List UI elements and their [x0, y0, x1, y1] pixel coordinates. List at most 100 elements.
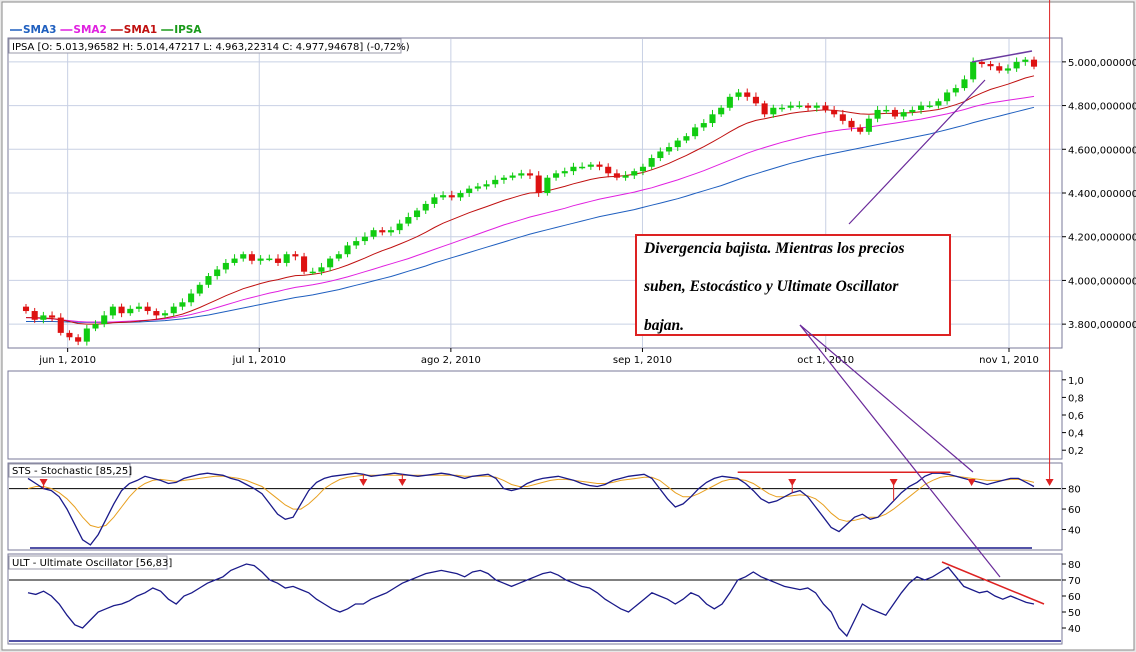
- ultimate-oscillator-panel: 40 50 60 70 80 ULT - Ultimate Oscillator [56…: [7, 553, 1081, 645]
- candle-body: [752, 96, 759, 104]
- candle: [31, 307, 38, 323]
- candle-body: [240, 254, 247, 259]
- y-tick-label: 0,2: [1068, 446, 1084, 457]
- candle: [1013, 57, 1020, 72]
- candle-body: [692, 127, 699, 137]
- annotation-arrows: [799, 79, 1001, 578]
- candle-body: [561, 171, 568, 174]
- candle-body: [622, 175, 629, 178]
- candle-body: [700, 123, 707, 128]
- candle: [309, 267, 316, 275]
- stochastic-plot-area: [7, 462, 1063, 551]
- candle-body: [127, 308, 134, 314]
- candle: [92, 320, 99, 332]
- annotation-line-2: suben, Estocástico y Ultimate Oscillator: [643, 278, 899, 295]
- stochastic-lines: [9, 0, 1061, 549]
- legend-label-sma1: SMA1: [124, 24, 157, 36]
- candle: [214, 266, 221, 280]
- candle: [274, 254, 282, 267]
- candle-body: [909, 109, 916, 113]
- candle-body: [500, 177, 507, 180]
- candle: [500, 175, 507, 184]
- y-tick-label: 60: [1068, 592, 1081, 603]
- candle: [457, 190, 464, 201]
- candle: [839, 109, 846, 125]
- candle: [944, 89, 951, 105]
- candle: [596, 161, 603, 171]
- candle-body: [57, 317, 64, 333]
- candle-body: [431, 197, 438, 204]
- candle-body: [874, 109, 881, 119]
- candle-body: [135, 306, 143, 309]
- candle-body: [327, 258, 334, 268]
- candle: [474, 182, 481, 192]
- candle-body: [770, 107, 777, 115]
- candle-body: [248, 254, 255, 261]
- price-trend-line: [971, 50, 1033, 63]
- candle: [413, 207, 421, 221]
- candle: [961, 75, 968, 91]
- candle: [631, 168, 638, 180]
- candle-body: [387, 230, 395, 233]
- candle: [327, 255, 334, 272]
- candle-body: [22, 306, 30, 312]
- candle: [361, 232, 368, 246]
- candle-body: [118, 306, 125, 314]
- candle-body: [613, 173, 620, 178]
- candle: [639, 163, 647, 176]
- candle: [909, 106, 916, 116]
- price-y-tick-label: 5.000,000000: [1068, 58, 1136, 69]
- candle-body: [153, 311, 160, 316]
- candle: [83, 325, 90, 346]
- candle: [813, 102, 820, 112]
- candle: [796, 101, 803, 109]
- candle-body: [318, 267, 325, 272]
- candle-body: [648, 158, 655, 167]
- candle-body: [353, 241, 360, 246]
- candle-body: [1004, 68, 1011, 71]
- legend-label-sma3: SMA3: [23, 24, 56, 36]
- empty-indicator-panel: 0,2 0,4 0,6 0,8 1,0: [7, 370, 1084, 460]
- candle-body: [509, 175, 516, 178]
- candle: [874, 106, 881, 123]
- annotation-box: [635, 234, 951, 336]
- candle-body: [40, 315, 47, 320]
- y-tick-label: 40: [1068, 526, 1081, 537]
- candle-body: [361, 236, 368, 242]
- candle: [952, 84, 959, 97]
- candle-body: [283, 254, 290, 263]
- candle: [900, 109, 907, 120]
- candle: [440, 191, 447, 200]
- candle-body: [744, 92, 751, 97]
- candle-body: [683, 136, 690, 141]
- candle: [648, 154, 655, 170]
- candle-body: [526, 173, 534, 176]
- candle: [422, 200, 429, 214]
- candle: [883, 105, 890, 114]
- candle-body: [544, 177, 551, 193]
- stochastic-main-line: [27, 472, 1035, 546]
- candle: [109, 304, 116, 319]
- legend-label-ipsa: IPSA: [174, 24, 202, 36]
- candle: [240, 251, 247, 262]
- empty-y-axis: 0,2 0,4 0,6 0,8 1,0: [1062, 376, 1084, 457]
- annotation-line-1: Divergencia bajista. Mientras los precio…: [643, 240, 904, 257]
- candle: [448, 190, 455, 201]
- candle-body: [596, 164, 603, 167]
- candle-body: [726, 96, 733, 108]
- candle-body: [83, 328, 90, 342]
- ultimate-header-box: [8, 555, 168, 570]
- candle: [283, 251, 290, 267]
- candle-body: [926, 105, 933, 108]
- sell-signal-marker: [39, 479, 48, 486]
- price-x-tick-label: oct 1, 2010: [797, 355, 854, 366]
- ultimate-y-axis: 40 50 60 70 80: [1062, 560, 1081, 635]
- sma1-line: [26, 75, 1035, 325]
- candle-body: [49, 315, 56, 318]
- candle-body: [231, 258, 238, 263]
- candle-body: [188, 293, 195, 303]
- arrow-to-ultimate: [799, 324, 1001, 578]
- candle-body: [961, 79, 968, 89]
- candle-body: [735, 92, 742, 97]
